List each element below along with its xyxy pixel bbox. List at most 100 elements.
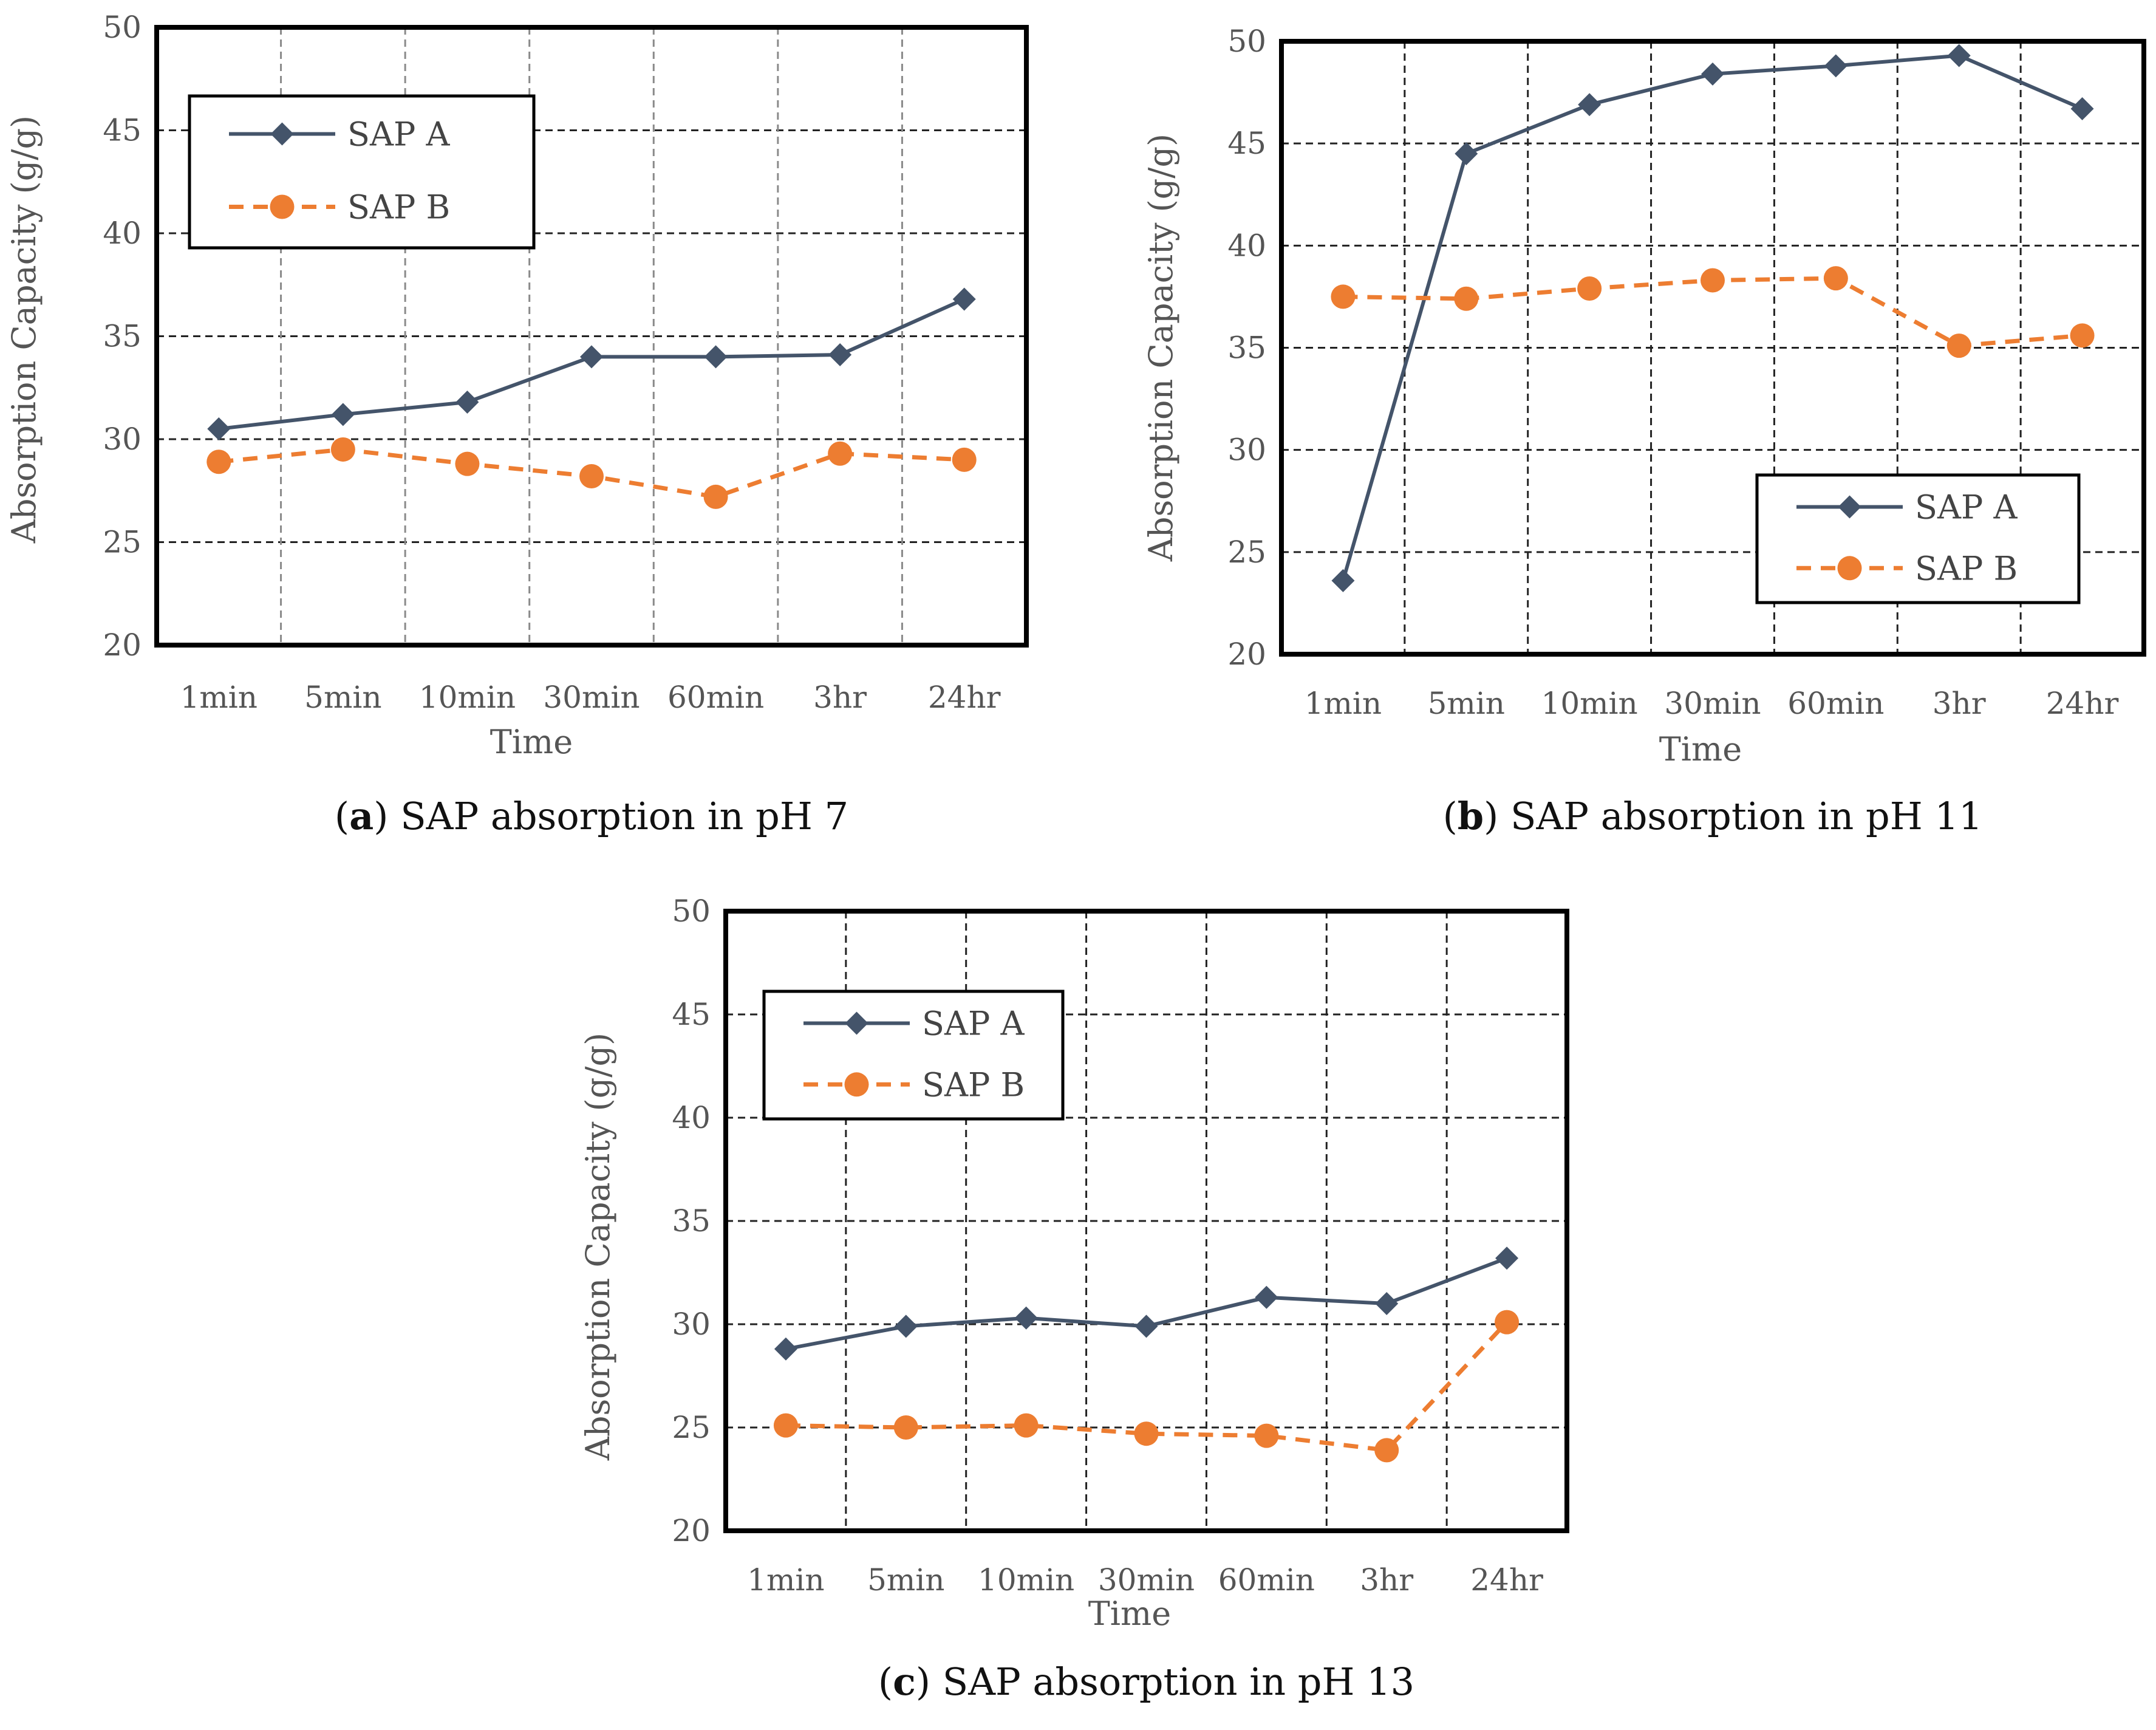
x-tick-label: 24hr [1470,1562,1543,1598]
series-sap-a [1331,44,2094,592]
caption-paren: ( [878,1660,893,1704]
legend-label: SAP B [1915,549,2018,587]
data-point-circle [1014,1413,1039,1438]
caption-text: ) SAP absorption in pH 7 [374,794,848,838]
legend-label: SAP A [1915,488,2018,527]
legend-marker-diamond [270,122,294,146]
y-tick-label: 25 [103,525,142,560]
data-point-diamond [1701,62,1724,86]
y-tick-label: 20 [1227,637,1266,672]
data-point-circle [1374,1438,1399,1463]
x-tick-label: 10min [419,680,516,715]
y-tick-label: 25 [672,1410,711,1445]
chart-panel-c: 20 25 30 35 40 45 50 1min 5min 10min 30min 60min 3hr… [579,894,1569,1704]
x-tick-label: 24hr [928,680,1001,715]
data-point-circle [1495,1310,1520,1335]
data-point-circle [1454,286,1479,311]
data-point-circle [1331,284,1356,309]
data-point-diamond [207,417,231,441]
data-point-circle [1946,333,1971,358]
data-point-diamond [2070,97,2094,120]
x-axis-title: Time [1659,730,1742,768]
x-tick-label: 3hr [1933,686,1986,721]
x-tick-label: 5min [304,680,381,715]
caption-letter: b [1458,794,1484,838]
data-point-diamond [1947,44,1971,67]
x-tick-label: 30min [543,680,640,715]
data-point-diamond [774,1337,797,1361]
legend: SAP A SAP B [762,990,1065,1121]
data-point-diamond [580,345,603,369]
caption-text: ) SAP absorption in pH 11 [1484,794,1982,838]
data-point-circle [1577,276,1602,301]
panel-caption: (b) SAP absorption in pH 11 [1443,794,1983,838]
data-point-diamond [1331,569,1355,592]
y-tick-label: 40 [103,216,142,251]
legend-box [188,94,536,250]
y-tick-label: 40 [1227,228,1266,263]
chart-panel-a: 20 25 30 35 40 45 50 1min 5min 10min 30min 60min 3hr… [5,10,1029,838]
legend-marker-diamond [1838,495,1861,519]
data-point-circle [1823,266,1848,291]
y-tick-label: 45 [672,997,711,1032]
data-point-diamond [1375,1292,1399,1315]
legend-label: SAP B [347,188,450,227]
data-point-circle [703,484,728,509]
caption-paren: ( [335,794,349,838]
data-point-circle [893,1415,918,1440]
x-axis-title: Time [490,723,573,761]
x-tick-label: 60min [1218,1562,1315,1598]
x-tick-label: 10min [1541,686,1638,721]
data-point-circle [1254,1423,1279,1448]
x-tick-label: 3hr [813,680,867,715]
panel-caption: (a) SAP absorption in pH 7 [335,794,848,838]
legend-marker-circle [844,1072,869,1097]
x-tick-label: 1min [747,1562,824,1598]
data-point-diamond [894,1315,918,1338]
series-sap-a [207,287,976,441]
series-sap-b [1331,266,2095,358]
x-tick-label: 30min [1098,1562,1195,1598]
y-axis-title: Absorption Capacity (g/g) [579,1033,617,1461]
chart-panel-b: 20 25 30 35 40 45 50 1min 5min 10min 30min 60min 3hr… [1142,24,2146,838]
data-point-diamond [1014,1306,1038,1330]
x-tick-label: 30min [1664,686,1761,721]
data-point-diamond [1824,54,1847,78]
data-point-diamond [1495,1246,1519,1270]
data-point-circle [330,437,355,462]
data-point-diamond [1455,142,1478,165]
caption-paren: ( [1443,794,1458,838]
x-tick-label: 24hr [2046,686,2119,721]
x-tick-label: 60min [667,680,764,715]
data-point-diamond [1255,1285,1278,1309]
x-tick-label: 10min [978,1562,1074,1598]
y-tick-label: 25 [1227,535,1266,570]
legend-marker-circle [1837,556,1862,581]
y-tick-label: 30 [672,1307,711,1342]
y-tick-label: 30 [103,422,142,457]
data-point-diamond [1134,1315,1158,1338]
caption-text: ) SAP absorption in pH 13 [916,1660,1414,1704]
data-point-circle [206,450,231,474]
y-tick-label: 50 [1227,24,1266,59]
x-tick-label: 60min [1787,686,1884,721]
legend-label: SAP A [922,1005,1025,1043]
y-tick-label: 45 [103,113,142,148]
plot-frame [723,909,1569,1533]
legend: SAP A SAP B [188,94,536,250]
y-tick-label: 30 [1227,432,1266,468]
legend-box [762,990,1065,1121]
x-axis-title: Time [1088,1595,1171,1633]
legend-marker-diamond [845,1011,868,1035]
caption-letter: c [893,1660,916,1704]
y-axis-title: Absorption Capacity (g/g) [5,115,43,544]
y-tick-label: 35 [1227,330,1266,366]
caption-letter: a [349,794,374,838]
y-tick-label: 45 [1227,126,1266,161]
series-sap-b [206,437,977,509]
data-point-diamond [704,345,728,369]
data-point-circle [952,447,977,472]
legend-label: SAP A [347,115,450,154]
panel-caption: (c) SAP absorption in pH 13 [878,1660,1414,1704]
